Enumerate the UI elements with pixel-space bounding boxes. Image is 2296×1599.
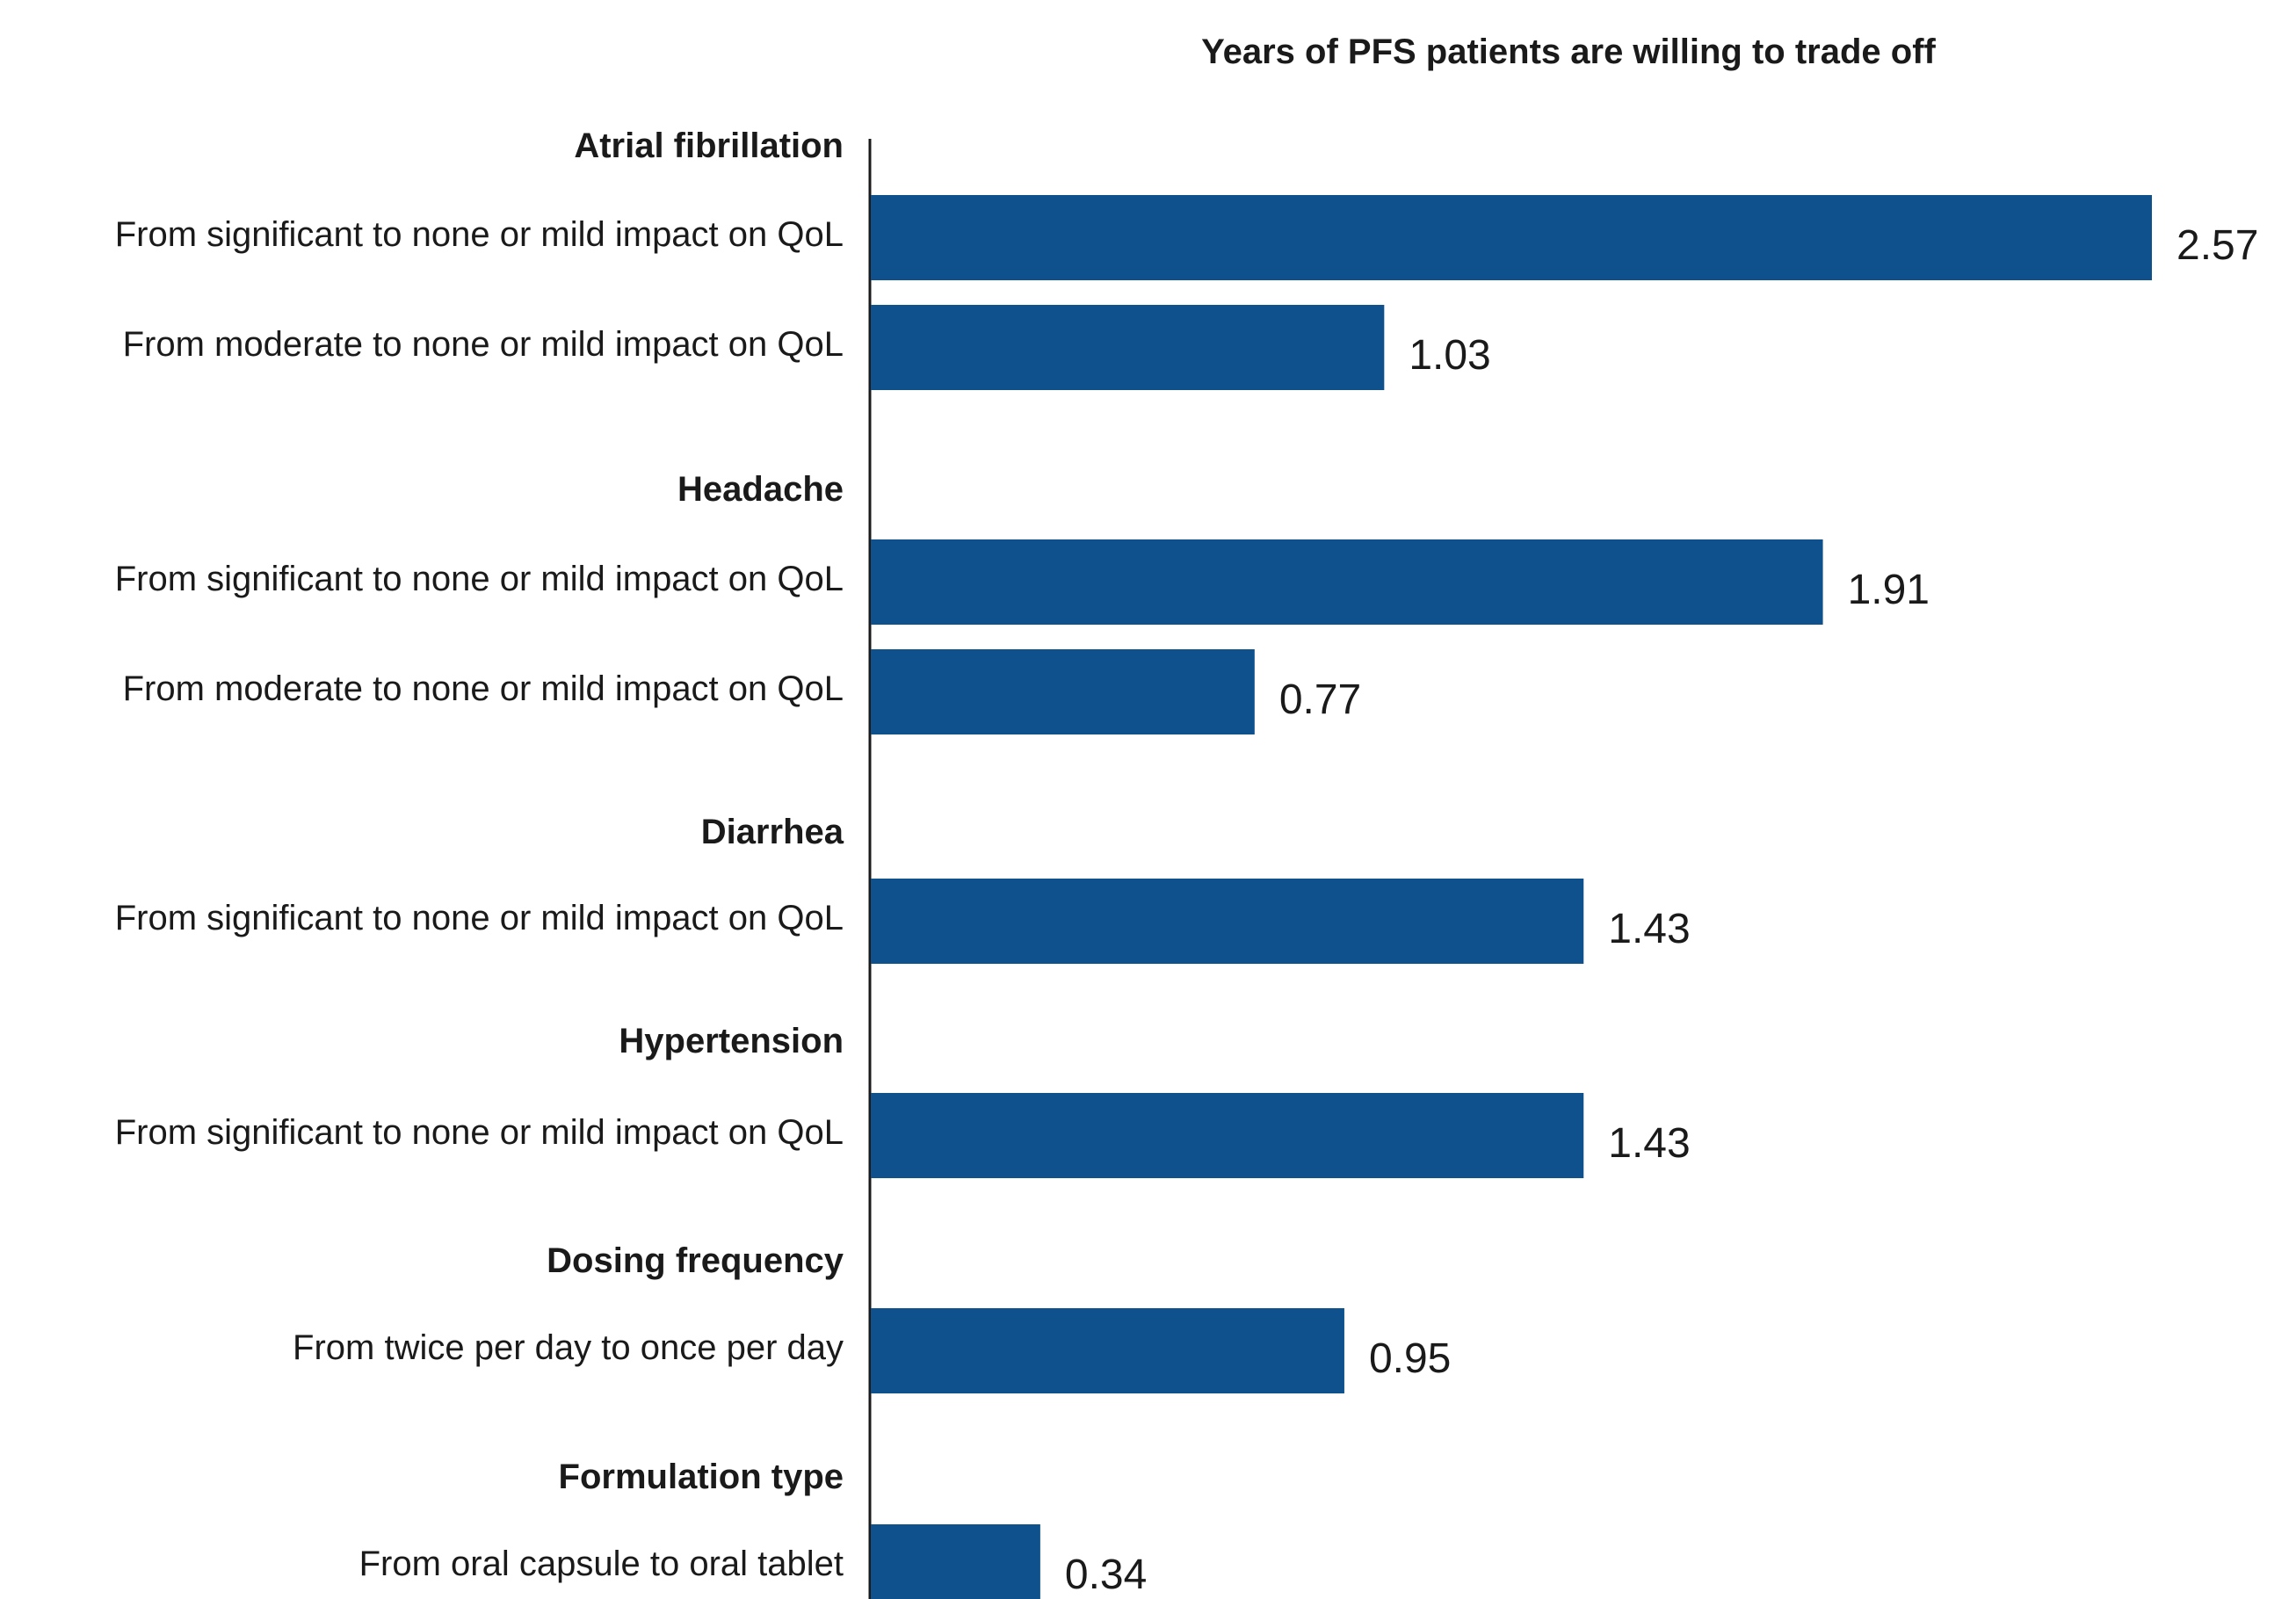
bar-value-label: 1.43 [1608, 906, 1690, 952]
group-label: Headache [677, 470, 844, 509]
group-label: Dosing frequency [547, 1241, 844, 1280]
bar-value-label: 0.95 [1369, 1335, 1451, 1382]
bar-category-label: From moderate to none or mild impact on … [123, 669, 844, 708]
bar-value-label: 2.57 [2176, 222, 2258, 269]
bar-category-label: From significant to none or mild impact … [115, 899, 844, 937]
bar-category-label: From significant to none or mild impact … [115, 215, 844, 254]
bar-category-label: From significant to none or mild impact … [115, 1113, 844, 1152]
bar [871, 1524, 1040, 1599]
bar-category-label: From twice per day to once per day [293, 1328, 844, 1367]
bar-value-label: 1.43 [1608, 1120, 1690, 1167]
bar-value-label: 1.91 [1848, 567, 1930, 613]
bar [871, 879, 1584, 964]
bar-category-label: From significant to none or mild impact … [115, 560, 844, 598]
group-label: Diarrhea [701, 813, 844, 851]
bar-value-label: 0.34 [1065, 1552, 1147, 1598]
bar-value-label: 1.03 [1409, 332, 1490, 379]
chart-title: Years of PFS patients are willing to tra… [1201, 33, 1936, 71]
group-label: Formulation type [559, 1458, 844, 1496]
chart-marks: Atrial fibrillation From significant to n… [115, 127, 2258, 1599]
bar [871, 1308, 1344, 1393]
bar [871, 539, 1823, 625]
bar-value-label: 0.77 [1279, 676, 1361, 723]
bar [871, 649, 1255, 734]
bar-category-label: From oral capsule to oral tablet [359, 1545, 844, 1583]
group-label: Hypertension [619, 1022, 844, 1060]
bar [871, 1093, 1584, 1178]
bar [871, 195, 2152, 280]
group-label: Atrial fibrillation [574, 127, 844, 165]
bar [871, 305, 1385, 390]
bar-category-label: From moderate to none or mild impact on … [123, 325, 844, 364]
